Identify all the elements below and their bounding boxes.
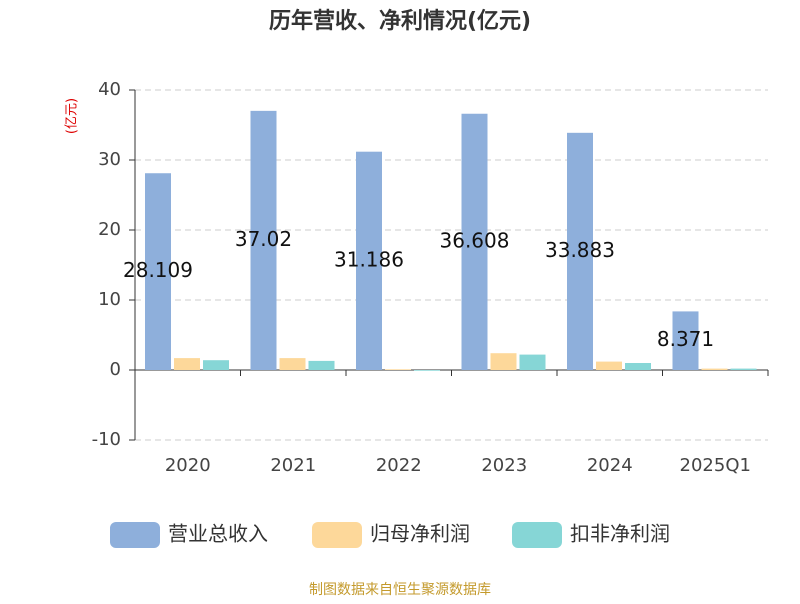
bar bbox=[174, 358, 200, 370]
legend-label: 营业总收入 bbox=[168, 522, 268, 546]
legend-label: 扣非净利润 bbox=[570, 522, 670, 546]
value-label: 36.608 bbox=[440, 228, 510, 252]
legend-label: 归母净利润 bbox=[370, 522, 470, 546]
bar bbox=[730, 368, 757, 370]
bar bbox=[145, 173, 171, 370]
y-tick-label: 30 bbox=[98, 149, 121, 170]
bar bbox=[356, 151, 382, 370]
y-axis-label: (亿元) bbox=[65, 98, 80, 134]
legend-swatch bbox=[312, 522, 362, 548]
value-label: 31.186 bbox=[334, 247, 404, 271]
bar bbox=[308, 360, 335, 370]
source-note: 制图数据来自恒生聚源数据库 bbox=[309, 582, 491, 598]
bar bbox=[519, 354, 546, 370]
y-tick-label: 10 bbox=[98, 289, 121, 310]
bar bbox=[625, 363, 651, 370]
legend-swatch bbox=[110, 522, 160, 548]
bar bbox=[596, 361, 622, 370]
x-tick-label: 2021 bbox=[270, 455, 316, 476]
x-tick-label: 2022 bbox=[376, 455, 422, 476]
bar bbox=[490, 353, 517, 370]
x-tick-label: 2025Q1 bbox=[680, 455, 751, 476]
y-tick-label: -10 bbox=[92, 429, 121, 450]
bar bbox=[279, 358, 306, 370]
value-label: 33.883 bbox=[545, 238, 615, 262]
y-tick-label: 20 bbox=[98, 219, 121, 240]
value-label: 8.371 bbox=[657, 327, 714, 351]
bar bbox=[203, 360, 229, 370]
y-tick-label: 0 bbox=[110, 359, 121, 380]
value-label: 37.02 bbox=[235, 227, 292, 251]
bar bbox=[567, 132, 593, 370]
y-tick-label: 40 bbox=[98, 79, 121, 100]
x-tick-label: 2023 bbox=[481, 455, 527, 476]
bar bbox=[701, 368, 728, 370]
value-label: 28.109 bbox=[123, 258, 193, 282]
chart-title: 历年营收、净利情况(亿元) bbox=[269, 8, 531, 34]
bar bbox=[461, 113, 488, 370]
bar bbox=[672, 311, 699, 370]
x-tick-label: 2020 bbox=[165, 455, 211, 476]
bar bbox=[414, 370, 440, 371]
x-tick-label: 2024 bbox=[587, 455, 633, 476]
bar bbox=[250, 110, 277, 371]
legend-swatch bbox=[512, 522, 562, 548]
bar bbox=[385, 369, 411, 370]
